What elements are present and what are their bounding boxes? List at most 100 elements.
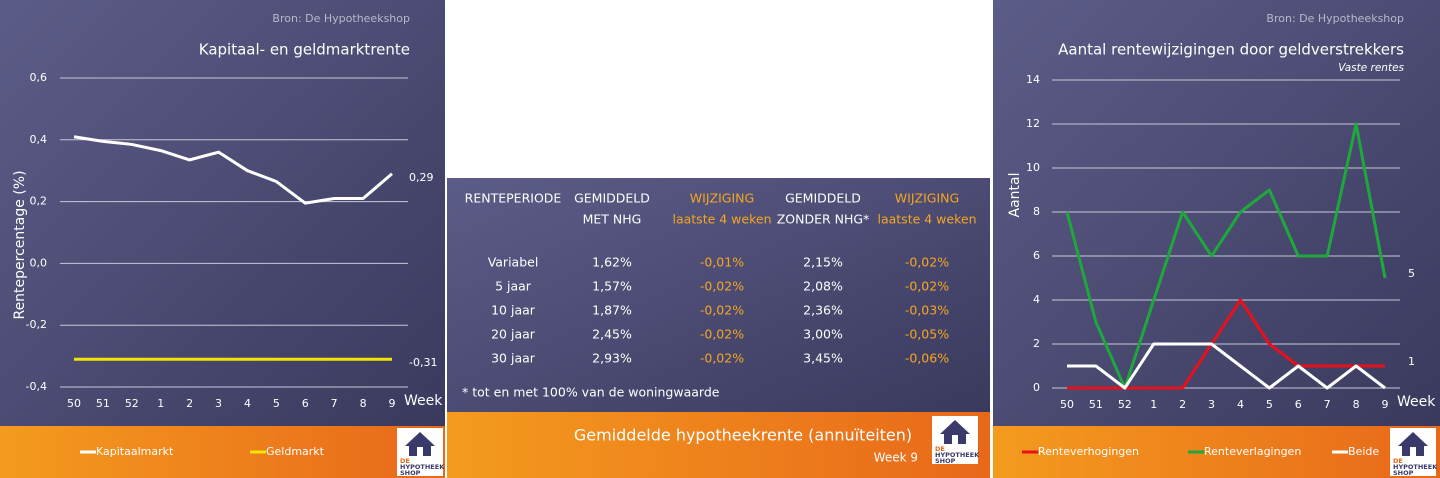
x-tick-label: 51 bbox=[1089, 398, 1103, 411]
y-tick-label: -0,2 bbox=[26, 318, 47, 331]
table-cell: 2,45% bbox=[592, 327, 632, 342]
x-tick-label: 5 bbox=[1266, 398, 1273, 411]
x-tick-label: 6 bbox=[302, 397, 309, 410]
table-cell: 10 jaar bbox=[491, 303, 536, 318]
legend-label: Kapitaalmarkt bbox=[96, 445, 174, 458]
x-tick-label: 3 bbox=[1208, 398, 1215, 411]
table-header: WIJZIGING bbox=[895, 191, 959, 206]
logo-text: SHOP bbox=[400, 469, 421, 477]
table-cell: 3,45% bbox=[803, 351, 843, 366]
table-cell: 2,36% bbox=[803, 303, 843, 318]
logo-door bbox=[952, 435, 958, 444]
end-label: 5 bbox=[1408, 267, 1415, 280]
legend-bar bbox=[0, 426, 445, 478]
table-cell: -0,02% bbox=[700, 351, 744, 366]
table-cell: 20 jaar bbox=[491, 327, 536, 342]
chart-subtitle: Vaste rentes bbox=[1338, 62, 1404, 74]
y-tick-label: 8 bbox=[1033, 205, 1040, 218]
y-tick-label: 0 bbox=[1033, 381, 1040, 394]
y-tick-label: 12 bbox=[1026, 117, 1040, 130]
x-tick-label: 8 bbox=[360, 397, 367, 410]
x-tick-label: 9 bbox=[1382, 398, 1389, 411]
legend-label: Renteverhogingen bbox=[1038, 445, 1139, 458]
series-line bbox=[73, 135, 393, 205]
panel bbox=[0, 0, 445, 426]
logo-house bbox=[1398, 432, 1428, 456]
x-tick-label: 52 bbox=[125, 397, 139, 410]
y-tick-label: -0,4 bbox=[26, 380, 47, 393]
table-header: laatste 4 weken bbox=[877, 212, 976, 227]
title-bar bbox=[447, 412, 990, 478]
table-cell: -0,03% bbox=[905, 303, 949, 318]
x-tick-label: 2 bbox=[1179, 398, 1186, 411]
y-axis-label: Aantal bbox=[1007, 173, 1023, 218]
x-tick-label: 1 bbox=[1150, 398, 1157, 411]
table-cell: 30 jaar bbox=[491, 351, 536, 366]
logo-text: HYPOTHEEK bbox=[935, 451, 980, 459]
legend-label: Geldmarkt bbox=[266, 445, 325, 458]
end-label: 1 bbox=[1408, 355, 1415, 368]
y-tick-label: 0,2 bbox=[30, 195, 48, 208]
x-tick-label: 5 bbox=[273, 397, 280, 410]
legend-label: Renteverlagingen bbox=[1204, 445, 1301, 458]
table-cell: -0,01% bbox=[700, 255, 744, 270]
x-tick-label: 51 bbox=[96, 397, 110, 410]
source: Bron: De Hypotheekshop bbox=[272, 12, 410, 25]
logo-text: DE bbox=[400, 457, 410, 465]
series-line bbox=[1065, 122, 1387, 390]
y-tick-label: 2 bbox=[1033, 337, 1040, 350]
table-week: Week 9 bbox=[874, 451, 918, 465]
table-cell: 1,57% bbox=[592, 279, 632, 294]
x-tick-label: 3 bbox=[215, 397, 222, 410]
table-header: GEMIDDELD bbox=[574, 191, 650, 206]
x-tick-label: 8 bbox=[1353, 398, 1360, 411]
table-cell: -0,05% bbox=[905, 327, 949, 342]
table-cell: 2,15% bbox=[803, 255, 843, 270]
logo-text: DE bbox=[1393, 457, 1403, 465]
x-tick-label: 6 bbox=[1295, 398, 1302, 411]
y-tick-label: 0,4 bbox=[30, 133, 48, 146]
series-line bbox=[1067, 342, 1386, 390]
chart-title: Kapitaal- en geldmarktrente bbox=[199, 41, 410, 59]
logo-door bbox=[1410, 447, 1416, 456]
table-cell: -0,02% bbox=[700, 279, 744, 294]
logo-text: HYPOTHEEK bbox=[1393, 463, 1438, 471]
y-tick-label: 14 bbox=[1026, 73, 1040, 86]
logo-door bbox=[417, 447, 423, 456]
x-axis-label: Week bbox=[1397, 394, 1436, 410]
y-tick-label: 10 bbox=[1026, 161, 1040, 174]
end-label: 0,29 bbox=[409, 171, 434, 184]
panel bbox=[447, 178, 990, 412]
x-tick-label: 7 bbox=[331, 397, 338, 410]
table-cell: -0,02% bbox=[700, 327, 744, 342]
y-tick-label: 4 bbox=[1033, 293, 1040, 306]
table-cell: -0,06% bbox=[905, 351, 949, 366]
table-cell: 5 jaar bbox=[495, 279, 532, 294]
table-cell: 2,08% bbox=[803, 279, 843, 294]
table-header: laatste 4 weken bbox=[672, 212, 771, 227]
end-label: -0,31 bbox=[409, 356, 437, 369]
logo-text: SHOP bbox=[1393, 469, 1414, 477]
table-header: ZONDER NHG* bbox=[777, 212, 870, 227]
table-cell: 3,00% bbox=[803, 327, 843, 342]
y-tick-label: 6 bbox=[1033, 249, 1040, 262]
table-cell: Variabel bbox=[488, 255, 539, 270]
x-tick-label: 1 bbox=[157, 397, 164, 410]
table-footnote: * tot en met 100% van de woningwaarde bbox=[462, 385, 720, 400]
x-tick-label: 50 bbox=[67, 397, 81, 410]
x-tick-label: 4 bbox=[1237, 398, 1244, 411]
series-line bbox=[1067, 298, 1385, 390]
y-tick-label: 0,0 bbox=[30, 256, 48, 269]
logo-house bbox=[940, 420, 970, 444]
y-tick-label: 0,6 bbox=[30, 71, 48, 84]
table-header: GEMIDDELD bbox=[785, 191, 861, 206]
x-tick-label: 4 bbox=[244, 397, 251, 410]
table-cell: 1,62% bbox=[592, 255, 632, 270]
table-cell: -0,02% bbox=[905, 255, 949, 270]
x-tick-label: 52 bbox=[1118, 398, 1132, 411]
table-cell: -0,02% bbox=[905, 279, 949, 294]
table-cell: 1,87% bbox=[592, 303, 632, 318]
x-tick-label: 50 bbox=[1060, 398, 1074, 411]
y-axis-label: Rentepercentage (%) bbox=[12, 170, 28, 319]
